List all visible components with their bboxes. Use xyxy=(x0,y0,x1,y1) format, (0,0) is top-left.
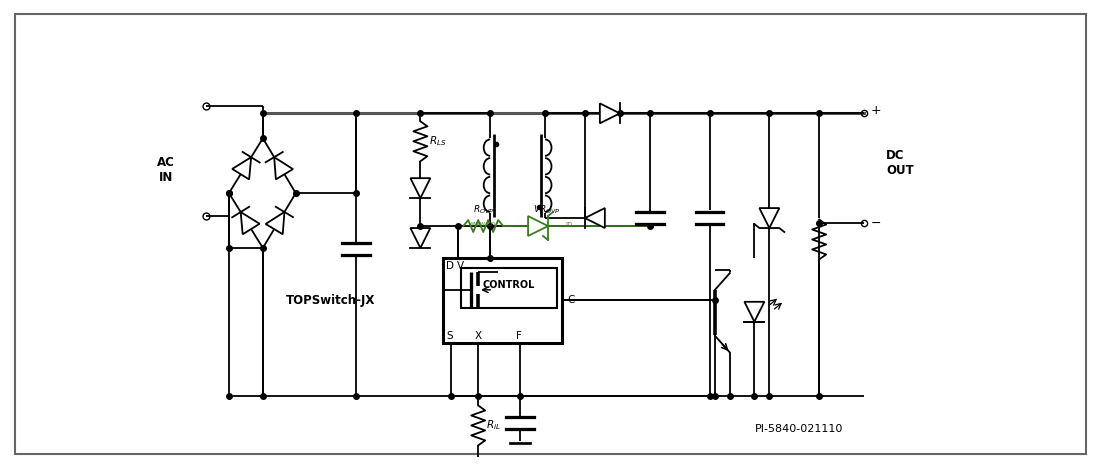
Text: $R_{LS}$: $R_{LS}$ xyxy=(429,134,447,148)
Text: www.cn: www.cn xyxy=(468,221,495,227)
Text: AC
IN: AC IN xyxy=(157,156,175,184)
Text: PI-5840-021110: PI-5840-021110 xyxy=(754,424,842,434)
Text: C: C xyxy=(567,295,575,305)
Polygon shape xyxy=(411,228,430,248)
Text: +: + xyxy=(871,104,882,117)
Polygon shape xyxy=(274,157,293,179)
Text: DC
OUT: DC OUT xyxy=(886,149,914,177)
Polygon shape xyxy=(265,212,284,234)
Text: −: − xyxy=(871,217,882,229)
Text: $R_{OVP}$: $R_{OVP}$ xyxy=(472,204,494,216)
Polygon shape xyxy=(232,157,251,179)
Text: X: X xyxy=(475,331,481,341)
Text: $R_{iL}$: $R_{iL}$ xyxy=(487,418,501,432)
Polygon shape xyxy=(760,208,780,228)
Text: S: S xyxy=(446,331,453,341)
Polygon shape xyxy=(744,302,764,322)
Bar xyxy=(461,268,557,308)
Polygon shape xyxy=(528,216,548,236)
Polygon shape xyxy=(585,208,604,228)
Polygon shape xyxy=(411,178,430,198)
Polygon shape xyxy=(600,103,620,124)
Text: rn: rn xyxy=(566,221,573,227)
Text: $VR_{OVP}$: $VR_{OVP}$ xyxy=(533,204,560,216)
Polygon shape xyxy=(241,212,260,234)
Text: D: D xyxy=(446,261,455,271)
Text: V: V xyxy=(457,261,465,271)
Bar xyxy=(444,258,562,343)
Text: TOPSwitch-JX: TOPSwitch-JX xyxy=(286,294,375,307)
Text: CONTROL: CONTROL xyxy=(483,280,535,290)
Text: F: F xyxy=(516,331,522,341)
